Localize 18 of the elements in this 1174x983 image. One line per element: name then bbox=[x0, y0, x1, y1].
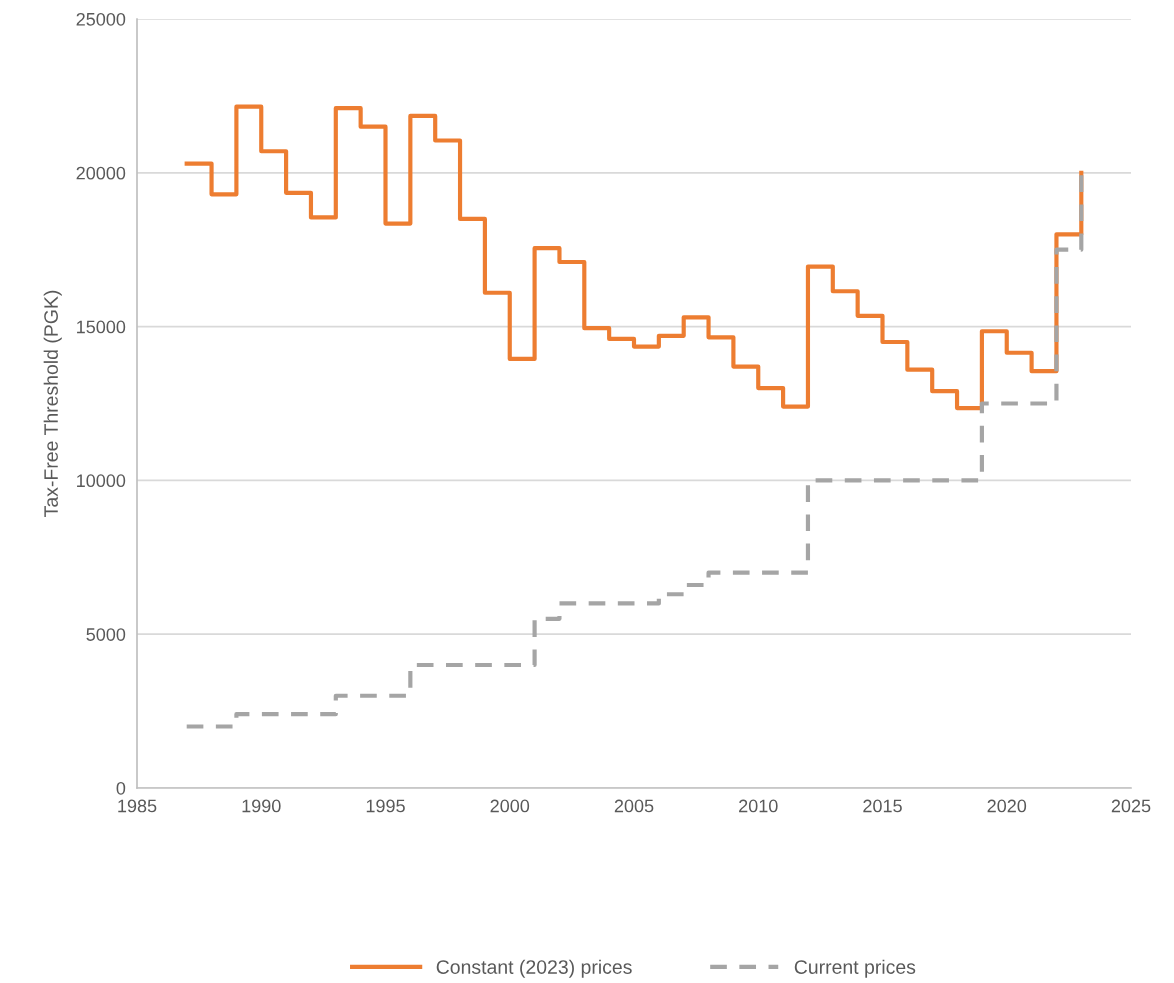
x-tick-label: 1995 bbox=[366, 799, 405, 813]
y-tick-label: 15000 bbox=[77, 320, 126, 334]
legend-label: Current prices bbox=[794, 959, 916, 978]
y-axis-title: Tax-Free Threshold (PGK) bbox=[43, 290, 62, 517]
y-tick-label: 5000 bbox=[86, 628, 126, 641]
x-tick-label: 1985 bbox=[118, 799, 157, 813]
legend-label: Constant (2023) prices bbox=[436, 959, 632, 978]
x-tick-label: 2000 bbox=[490, 799, 530, 813]
x-tick-label: 2010 bbox=[739, 799, 778, 813]
y-tick-label: 0 bbox=[116, 781, 126, 795]
y-tick-label: 10000 bbox=[77, 474, 126, 488]
x-tick-label: 2005 bbox=[614, 799, 654, 813]
x-tick-label: 2025 bbox=[1111, 799, 1151, 813]
x-tick-label: 1990 bbox=[242, 799, 281, 813]
x-tick-label: 2015 bbox=[863, 799, 902, 813]
y-tick-label: 20000 bbox=[76, 166, 126, 180]
x-tick-label: 2020 bbox=[987, 799, 1027, 813]
y-tick-label: 25000 bbox=[76, 12, 126, 26]
